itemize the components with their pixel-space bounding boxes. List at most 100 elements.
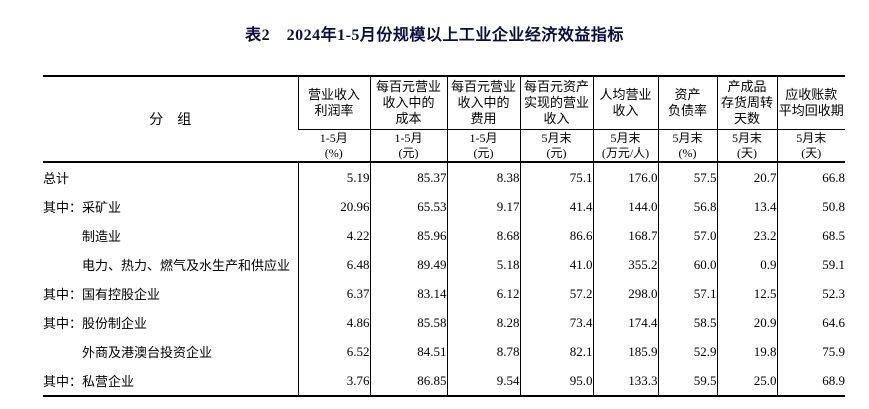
cell-value: 5.19 [297, 162, 370, 192]
unit-label: (万元/人) [601, 145, 650, 160]
cell-value: 75.9 [776, 337, 845, 366]
cell-value: 85.96 [369, 221, 447, 250]
subheader-receivable-period: 5月末 (天) [776, 129, 845, 163]
cell-value: 8.28 [446, 308, 520, 337]
table-row-utilities: 电力、热力、燃气及水生产和供应业 6.48 89.49 5.18 41.0 35… [43, 250, 845, 279]
column-header-revenue-per-asset: 每百元资产 实现的营业 收入 [519, 76, 593, 130]
cell-value: 20.96 [297, 192, 370, 221]
cell-value: 6.48 [297, 250, 370, 279]
period-label: 5月末 [610, 131, 641, 146]
cell-value: 41.0 [519, 250, 593, 279]
row-label: 电力、热力、燃气及水生产和供应业 [82, 258, 291, 273]
cell-value: 8.68 [446, 221, 520, 250]
subheader-inventory-turnover: 5月末 (天) [716, 129, 777, 163]
cell-value: 23.2 [716, 221, 777, 250]
cell-value: 86.6 [519, 221, 593, 250]
unit-label: (%) [324, 145, 343, 160]
cell-value: 84.51 [369, 337, 447, 366]
cell-value: 58.5 [657, 308, 717, 337]
unit-label: (元) [473, 145, 494, 160]
column-header-expense-per-100: 每百元营业 收入中的 费用 [446, 76, 520, 130]
cell-value: 8.38 [446, 162, 520, 192]
cell-value: 82.1 [519, 337, 593, 366]
cell-value: 85.37 [369, 162, 447, 192]
cell-value: 5.18 [446, 250, 520, 279]
column-header-cost-per-100: 每百元营业 收入中的 成本 [369, 76, 447, 130]
period-label: 5月末 [541, 131, 572, 146]
row-label: 其中：采矿业 [43, 200, 122, 215]
cell-value: 6.37 [297, 279, 370, 308]
column-header-receivable-period: 应收账款 平均回收期 [776, 76, 845, 130]
cell-value: 65.53 [369, 192, 447, 221]
subheader-cost-per-100: 1-5月 (元) [369, 129, 447, 163]
cell-value: 89.49 [369, 250, 447, 279]
cell-value: 174.4 [592, 308, 658, 337]
subheader-revenue-per-capita: 5月末 (万元/人) [592, 129, 658, 163]
cell-value: 355.2 [592, 250, 658, 279]
unit-label: (元) [546, 145, 567, 160]
header-row-labels: 分 组 营业收入 利润率 每百元营业 收入中的 成本 每百元营业 收入中的 费用… [43, 76, 845, 163]
cell-value: 68.9 [776, 366, 845, 396]
cell-value: 12.5 [716, 279, 777, 308]
row-label: 总计 [43, 171, 70, 186]
row-label: 其中：私营企业 [43, 374, 135, 389]
cell-value: 3.76 [297, 366, 370, 396]
cell-value: 86.85 [369, 366, 447, 396]
cell-value: 4.86 [297, 308, 370, 337]
cell-value: 20.7 [716, 162, 777, 192]
cell-value: 60.0 [657, 250, 717, 279]
column-header-debt-ratio: 资产 负债率 [657, 76, 717, 130]
table-row-foreign-invested: 外商及港澳台投资企业 6.52 84.51 8.78 82.1 185.9 52… [43, 337, 845, 366]
cell-value: 133.3 [592, 366, 658, 396]
cell-value: 83.14 [369, 279, 447, 308]
unit-label: (天) [737, 145, 757, 160]
cell-value: 20.9 [716, 308, 777, 337]
unit-label: (天) [801, 145, 822, 160]
cell-value: 168.7 [592, 221, 658, 250]
row-label: 外商及港澳台投资企业 [82, 345, 213, 360]
cell-value: 59.5 [657, 366, 717, 396]
table-row-manufacturing: 制造业 4.22 85.96 8.68 86.6 168.7 57.0 23.2… [43, 221, 845, 250]
table-row-private: 其中：私营企业 3.76 86.85 9.54 95.0 133.3 59.5 … [43, 366, 845, 396]
period-label: 1-5月 [394, 131, 423, 146]
cell-value: 57.2 [519, 279, 593, 308]
period-label: 1-5月 [319, 131, 348, 146]
table-row-mining: 其中：采矿业 20.96 65.53 9.17 41.4 144.0 56.8 … [43, 192, 845, 221]
period-label: 5月末 [672, 131, 703, 146]
subheader-revenue-per-asset: 5月末 (元) [519, 129, 593, 163]
table-row-shareholding: 其中：股份制企业 4.86 85.58 8.28 73.4 174.4 58.5… [43, 308, 845, 337]
column-header-profit-rate: 营业收入 利润率 [297, 76, 370, 130]
cell-value: 25.0 [716, 366, 777, 396]
cell-value: 57.0 [657, 221, 717, 250]
cell-value: 75.1 [519, 162, 593, 192]
cell-value: 52.9 [657, 337, 717, 366]
cell-value: 41.4 [519, 192, 593, 221]
cell-value: 9.54 [446, 366, 520, 396]
subheader-profit-rate: 1-5月 (%) [298, 129, 370, 163]
period-label: 5月末 [731, 131, 762, 146]
cell-value: 0.9 [716, 250, 777, 279]
row-label: 其中：股份制企业 [43, 316, 148, 331]
cell-value: 64.6 [776, 308, 845, 337]
cell-value: 4.22 [297, 221, 370, 250]
cell-value: 57.5 [657, 162, 717, 192]
cell-value: 298.0 [592, 279, 658, 308]
cell-value: 50.8 [776, 192, 845, 221]
cell-value: 6.52 [297, 337, 370, 366]
page-title: 表2 2024年1-5月份规模以上工业企业经济效益指标 [245, 27, 624, 44]
cell-value: 73.4 [519, 308, 593, 337]
cell-value: 176.0 [592, 162, 658, 192]
cell-value: 13.4 [716, 192, 777, 221]
cell-value: 59.1 [776, 250, 845, 279]
subheader-expense-per-100: 1-5月 (元) [446, 129, 520, 163]
unit-label: (%) [678, 145, 697, 160]
row-label: 其中：国有控股企业 [43, 287, 161, 302]
cell-value: 185.9 [592, 337, 658, 366]
column-header-revenue-per-capita: 人均营业 收入 [592, 76, 658, 130]
cell-value: 52.3 [776, 279, 845, 308]
table-row-state-holding: 其中：国有控股企业 6.37 83.14 6.12 57.2 298.0 57.… [43, 279, 845, 308]
stats-table: 分 组 营业收入 利润率 每百元营业 收入中的 成本 每百元营业 收入中的 费用… [43, 75, 845, 397]
column-header-inventory-turnover: 产成品 存货周转 天数 [716, 76, 777, 130]
cell-value: 6.12 [446, 279, 520, 308]
cell-value: 8.78 [446, 337, 520, 366]
